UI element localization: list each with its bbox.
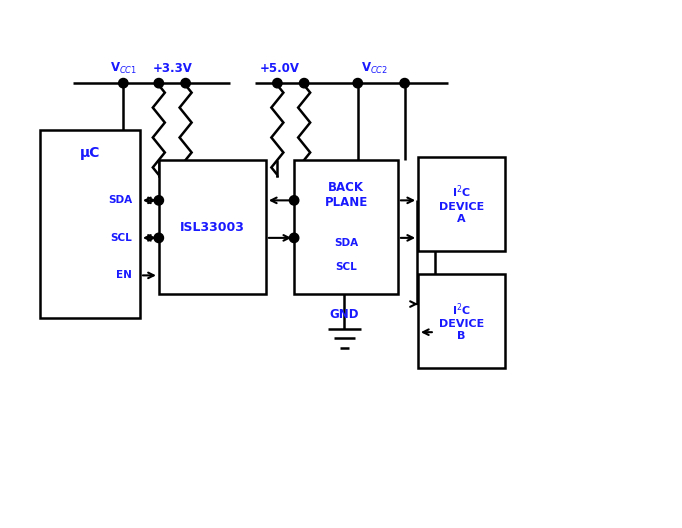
- Circle shape: [353, 79, 362, 88]
- Text: SDA: SDA: [108, 195, 132, 205]
- Text: V$_{CC1}$: V$_{CC1}$: [110, 61, 137, 76]
- Bar: [418, 274, 505, 368]
- Circle shape: [154, 233, 164, 242]
- Circle shape: [154, 79, 164, 88]
- Text: V$_{CC2}$: V$_{CC2}$: [361, 61, 388, 76]
- Bar: [40, 130, 140, 317]
- Text: +3.3V: +3.3V: [152, 62, 192, 75]
- Circle shape: [299, 79, 309, 88]
- Bar: [418, 157, 505, 251]
- Text: I$^2$C
DEVICE
B: I$^2$C DEVICE B: [439, 301, 484, 341]
- Text: ISL33003: ISL33003: [180, 221, 245, 234]
- Text: SCL: SCL: [110, 233, 132, 243]
- Bar: [159, 160, 266, 294]
- Text: +5.0V: +5.0V: [259, 62, 299, 75]
- Circle shape: [181, 79, 190, 88]
- Text: μC: μC: [80, 146, 100, 161]
- Text: SCL: SCL: [335, 262, 357, 272]
- Circle shape: [273, 79, 282, 88]
- Circle shape: [119, 79, 128, 88]
- Text: EN: EN: [116, 270, 132, 280]
- Text: GND: GND: [329, 308, 359, 320]
- Bar: [294, 160, 398, 294]
- Circle shape: [400, 79, 409, 88]
- Text: SDA: SDA: [334, 238, 358, 248]
- Circle shape: [289, 196, 299, 205]
- Text: I$^2$C
DEVICE
A: I$^2$C DEVICE A: [439, 184, 484, 224]
- Circle shape: [154, 196, 164, 205]
- Text: BACK
PLANE: BACK PLANE: [325, 181, 368, 209]
- Circle shape: [289, 233, 299, 242]
